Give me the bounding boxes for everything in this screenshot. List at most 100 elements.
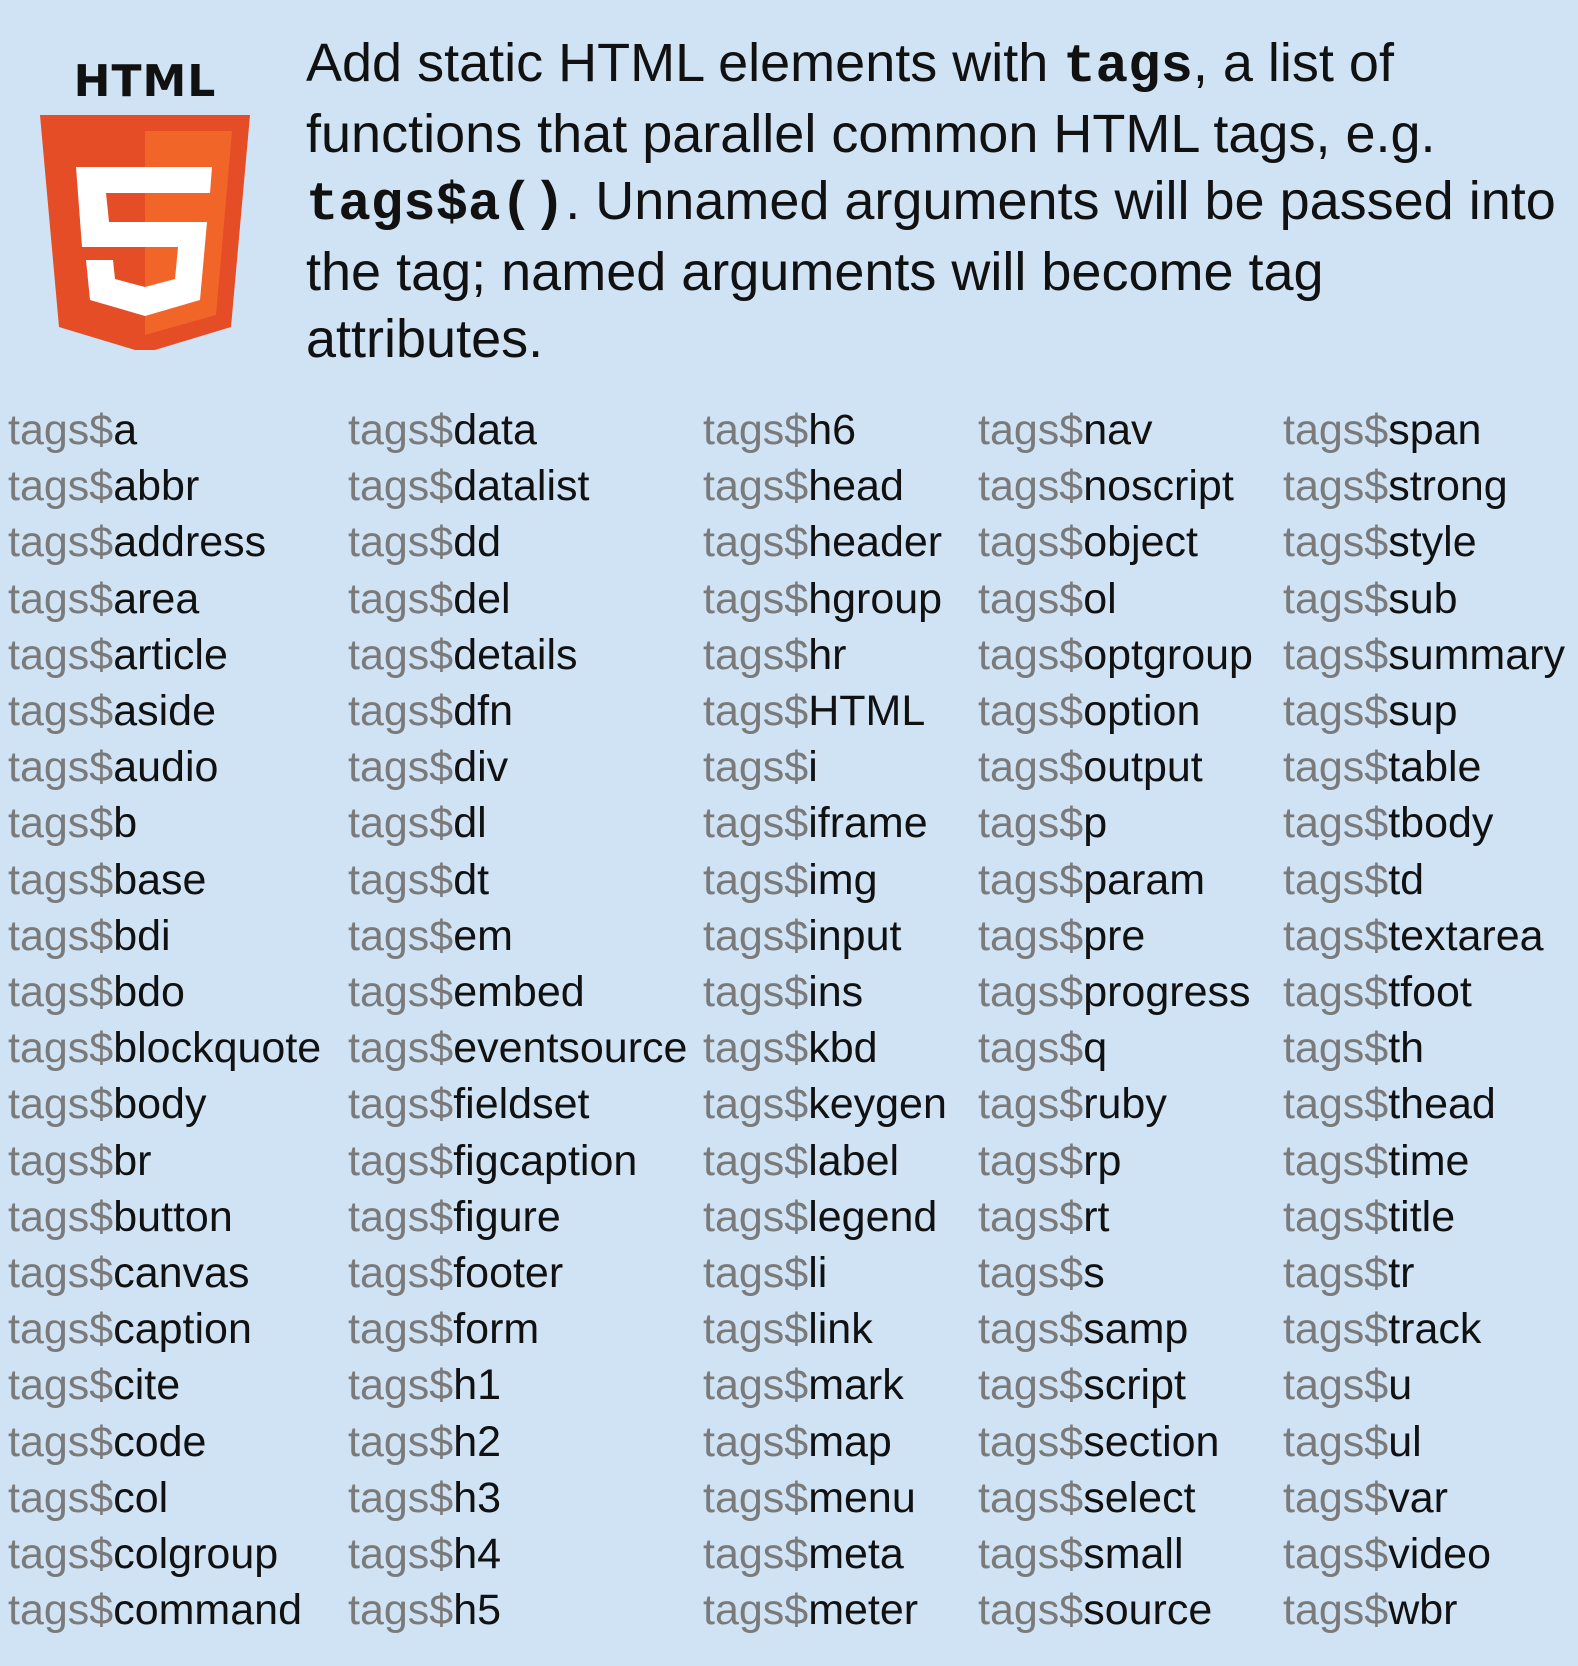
- tag-prefix: tags$: [1283, 518, 1389, 567]
- tag-name: cite: [113, 1361, 181, 1410]
- tag-prefix: tags$: [1283, 1024, 1389, 1073]
- tag-prefix: tags$: [348, 630, 454, 679]
- tag-prefix: tags$: [703, 518, 809, 567]
- tag-name: audio: [113, 743, 219, 792]
- tag-item-pre: tags$pre: [978, 908, 1145, 964]
- tag-item-input: tags$input: [703, 908, 901, 964]
- tag-prefix: tags$: [1283, 1417, 1389, 1466]
- tag-item-optgroup: tags$optgroup: [978, 627, 1253, 683]
- tag-prefix: tags$: [8, 1080, 114, 1129]
- tag-prefix: tags$: [978, 968, 1084, 1016]
- tag-name: article: [113, 630, 228, 679]
- tag-item-rp: tags$rp: [978, 1133, 1121, 1189]
- tag-item-html: tags$HTML: [703, 683, 925, 739]
- tag-prefix: tags$: [8, 1192, 114, 1241]
- tag-prefix: tags$: [978, 1586, 1084, 1635]
- tag-name: param: [1083, 855, 1206, 904]
- tag-name: area: [113, 574, 200, 623]
- tag-name: tbody: [1388, 799, 1494, 848]
- tag-name: rp: [1083, 1136, 1122, 1185]
- tag-name: code: [113, 1417, 207, 1466]
- tag-name: em: [453, 911, 513, 960]
- tag-item-figure: tags$figure: [348, 1189, 561, 1245]
- tag-item-video: tags$video: [1283, 1526, 1491, 1582]
- tag-prefix: tags$: [703, 1305, 809, 1354]
- tag-prefix: tags$: [348, 1361, 454, 1410]
- tag-prefix: tags$: [8, 968, 114, 1016]
- tag-name: s: [1083, 1249, 1105, 1297]
- tag-item-span: tags$span: [1283, 402, 1481, 458]
- tag-prefix: tags$: [348, 743, 454, 792]
- tag-prefix: tags$: [348, 1024, 454, 1073]
- tag-item-abbr: tags$abbr: [8, 458, 199, 514]
- tag-name: dt: [453, 855, 490, 904]
- tag-prefix: tags$: [978, 1417, 1084, 1466]
- tag-name: keygen: [808, 1080, 947, 1129]
- tag-prefix: tags$: [978, 911, 1084, 960]
- tag-name: title: [1388, 1192, 1456, 1241]
- tag-prefix: tags$: [1283, 1530, 1389, 1578]
- tag-prefix: tags$: [8, 1417, 114, 1466]
- tag-item-ul: tags$ul: [1283, 1414, 1422, 1470]
- tag-prefix: tags$: [703, 630, 809, 679]
- tag-item-q: tags$q: [978, 1020, 1107, 1076]
- tag-item-h1: tags$h1: [348, 1357, 501, 1413]
- tag-item-th: tags$th: [1283, 1020, 1424, 1076]
- tag-prefix: tags$: [978, 406, 1084, 454]
- tag-item-sup: tags$sup: [1283, 683, 1458, 739]
- tag-prefix: tags$: [978, 1136, 1084, 1185]
- tag-name: thead: [1388, 1080, 1496, 1129]
- tag-prefix: tags$: [348, 855, 454, 904]
- tag-prefix: tags$: [8, 1530, 114, 1578]
- tag-item-track: tags$track: [1283, 1301, 1481, 1357]
- tag-prefix: tags$: [8, 799, 114, 848]
- tag-item-table: tags$table: [1283, 739, 1481, 795]
- tag-prefix: tags$: [978, 1305, 1084, 1354]
- tag-item-bdi: tags$bdi: [8, 908, 171, 964]
- tag-name: pre: [1083, 911, 1146, 960]
- tag-item-del: tags$del: [348, 571, 511, 627]
- tag-prefix: tags$: [1283, 1249, 1389, 1297]
- tag-name: tr: [1388, 1249, 1415, 1297]
- tag-item-br: tags$br: [8, 1133, 151, 1189]
- tag-item-data: tags$data: [348, 402, 537, 458]
- tag-item-summary: tags$summary: [1283, 627, 1565, 683]
- tag-prefix: tags$: [1283, 1586, 1389, 1635]
- tag-prefix: tags$: [8, 574, 114, 623]
- tag-name: th: [1388, 1024, 1425, 1073]
- tag-item-code: tags$code: [8, 1414, 206, 1470]
- description-part3: . Unnamed arguments will be passed into …: [306, 171, 1556, 369]
- tag-prefix: tags$: [1283, 1080, 1389, 1129]
- tag-name: var: [1388, 1473, 1448, 1522]
- tag-item-ins: tags$ins: [703, 964, 863, 1020]
- tag-item-ol: tags$ol: [978, 571, 1117, 627]
- tag-prefix: tags$: [8, 1361, 114, 1410]
- tag-item-eventsource: tags$eventsource: [348, 1020, 687, 1076]
- tag-prefix: tags$: [8, 1024, 114, 1073]
- tag-item-aside: tags$aside: [8, 683, 216, 739]
- tag-prefix: tags$: [978, 518, 1084, 567]
- tag-item-div: tags$div: [348, 739, 508, 795]
- tag-prefix: tags$: [1283, 743, 1389, 792]
- tag-item-h2: tags$h2: [348, 1414, 501, 1470]
- tag-name: rt: [1083, 1192, 1110, 1241]
- tag-prefix: tags$: [978, 855, 1084, 904]
- tag-prefix: tags$: [1283, 1192, 1389, 1241]
- tag-name: nav: [1083, 406, 1153, 454]
- tag-name: time: [1388, 1136, 1470, 1185]
- tag-prefix: tags$: [703, 1080, 809, 1129]
- tag-item-param: tags$param: [978, 852, 1205, 908]
- tag-item-strong: tags$strong: [1283, 458, 1508, 514]
- tag-item-map: tags$map: [703, 1414, 892, 1470]
- tag-name: small: [1083, 1530, 1184, 1578]
- tag-item-tbody: tags$tbody: [1283, 795, 1493, 851]
- tag-prefix: tags$: [8, 1136, 114, 1185]
- tag-item-s: tags$s: [978, 1245, 1105, 1301]
- tag-name: form: [453, 1305, 540, 1354]
- tag-name: del: [453, 574, 511, 623]
- tag-prefix: tags$: [703, 406, 809, 454]
- tag-name: optgroup: [1083, 630, 1253, 679]
- tag-prefix: tags$: [348, 1136, 454, 1185]
- tag-item-h6: tags$h6: [703, 402, 856, 458]
- tag-name: footer: [453, 1249, 564, 1297]
